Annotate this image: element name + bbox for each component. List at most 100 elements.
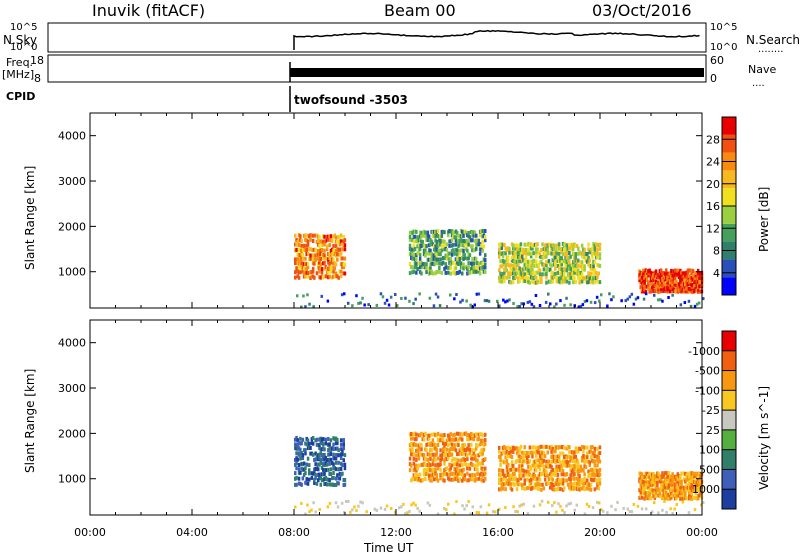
data-cell xyxy=(684,289,687,294)
data-cell xyxy=(410,252,413,257)
data-cell xyxy=(304,256,307,261)
data-cell xyxy=(311,452,315,457)
data-cell xyxy=(696,276,700,281)
colorbar-swatch xyxy=(722,188,736,206)
data-cell xyxy=(574,263,577,268)
data-cell xyxy=(342,265,345,270)
data-cell xyxy=(297,463,301,467)
data-cell xyxy=(666,285,669,290)
data-cell xyxy=(501,276,505,281)
data-cell xyxy=(499,279,502,284)
data-cell xyxy=(532,476,535,481)
data-cell xyxy=(527,279,530,284)
data-cell xyxy=(503,445,506,449)
data-cell xyxy=(695,276,699,281)
data-cell xyxy=(697,301,701,305)
data-cell xyxy=(305,252,308,256)
data-cell xyxy=(630,292,634,296)
data-cell xyxy=(596,446,599,451)
data-cell xyxy=(653,501,656,505)
data-cell xyxy=(557,246,561,251)
data-cell xyxy=(323,234,326,239)
data-cell xyxy=(429,463,432,468)
data-cell xyxy=(676,282,679,287)
data-cell xyxy=(334,235,338,240)
data-cell xyxy=(297,238,301,243)
data-cell xyxy=(338,269,342,274)
data-cell xyxy=(584,445,588,450)
data-cell xyxy=(584,258,588,263)
data-cell xyxy=(467,230,470,235)
data-cell xyxy=(339,442,343,447)
data-cell xyxy=(331,446,334,451)
data-cell xyxy=(461,468,464,473)
data-cell xyxy=(667,474,671,479)
data-cell xyxy=(334,436,338,441)
data-cell xyxy=(314,457,317,462)
data-cell xyxy=(679,493,682,498)
data-cell xyxy=(445,438,449,443)
data-cell xyxy=(553,305,556,309)
data-cell xyxy=(645,480,649,485)
data-cell xyxy=(458,233,461,238)
data-cell xyxy=(508,467,511,472)
data-cell xyxy=(535,458,538,463)
data-cell xyxy=(411,452,414,457)
data-cell xyxy=(644,474,648,479)
data-cell xyxy=(504,263,507,268)
data-cell xyxy=(498,247,501,252)
data-cell xyxy=(543,262,547,267)
data-cell xyxy=(676,493,679,498)
data-cell xyxy=(413,431,417,436)
data-cell xyxy=(509,482,512,486)
y-tick-label: 3000 xyxy=(58,175,86,188)
data-cell xyxy=(642,289,645,294)
data-cell xyxy=(527,242,530,247)
data-cell xyxy=(482,447,486,452)
data-cell xyxy=(294,458,297,463)
data-cell xyxy=(339,447,343,452)
data-cell xyxy=(569,477,572,482)
data-cell xyxy=(334,248,338,253)
data-cell xyxy=(563,275,566,279)
data-cell xyxy=(560,280,563,285)
data-cell xyxy=(320,267,324,272)
data-cell xyxy=(624,299,627,303)
data-cell xyxy=(659,479,663,484)
data-cell xyxy=(324,482,328,486)
data-cell xyxy=(487,299,491,303)
data-cell xyxy=(339,262,343,267)
data-cell xyxy=(450,243,454,248)
data-cell xyxy=(338,476,342,481)
data-cell xyxy=(570,247,574,252)
y-tick-label: 1000 xyxy=(58,266,86,279)
colorbar-tick-label: 100 xyxy=(699,444,720,457)
data-cell xyxy=(455,260,459,265)
data-cell xyxy=(577,478,580,483)
data-cell xyxy=(477,242,481,247)
data-cell xyxy=(426,501,430,505)
data-cell xyxy=(570,485,574,490)
data-cell xyxy=(453,447,456,451)
data-cell xyxy=(557,242,561,247)
data-cell xyxy=(676,485,679,490)
data-cell xyxy=(564,472,567,477)
data-cell xyxy=(436,431,440,436)
y-tick-label: 2000 xyxy=(58,427,86,440)
data-cell xyxy=(313,481,316,485)
data-cell xyxy=(658,283,662,287)
data-cell xyxy=(529,486,533,491)
data-cell xyxy=(677,284,681,289)
data-cell xyxy=(309,237,312,242)
data-cell xyxy=(343,510,346,514)
data-cell xyxy=(676,286,679,291)
data-cell xyxy=(538,477,542,482)
data-cell xyxy=(529,264,533,269)
data-cell xyxy=(545,280,548,285)
data-cell xyxy=(547,464,551,469)
data-cell xyxy=(448,243,451,248)
data-cell xyxy=(642,268,645,273)
data-cell xyxy=(454,242,458,247)
data-cell xyxy=(314,257,317,262)
